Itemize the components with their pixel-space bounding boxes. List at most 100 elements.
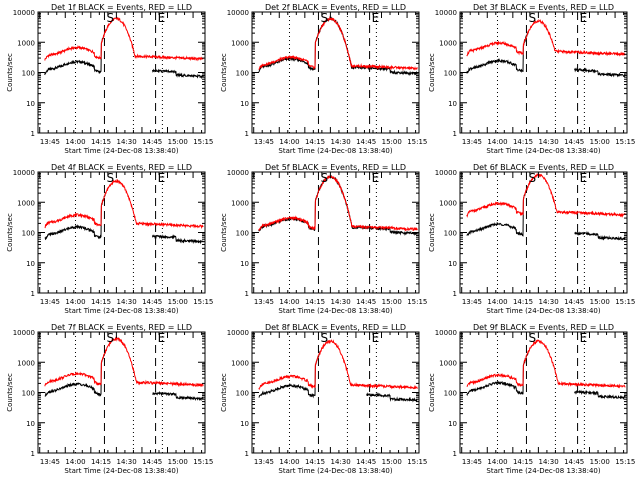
plot-frame: [459, 171, 628, 294]
lld-series-line: [258, 15, 418, 71]
marker-label-s: S: [528, 331, 536, 345]
y-tick-label: 10000: [435, 169, 457, 177]
y-tick-label: 10000: [435, 9, 457, 17]
detector-panel: 1 10 100 1000 10000 13:45 14:00 14:15 14:30 14:45…: [220, 163, 427, 315]
events-series-line: [44, 349, 107, 398]
x-tick-label: 15:15: [193, 298, 213, 306]
x-tick-label: 14:30: [539, 298, 559, 306]
y-tick-label: 1: [31, 290, 35, 298]
y-tick-label: 10: [448, 420, 457, 428]
panel-title: Det 7f BLACK = Events, RED = LLD: [51, 323, 192, 332]
y-tick-label: 10: [448, 100, 457, 108]
y-tick-label: 1000: [17, 39, 35, 47]
y-tick-label: 1000: [231, 39, 249, 47]
y-tick-label: 100: [444, 70, 457, 78]
marker-label-e: E: [372, 171, 380, 185]
x-tick-label: 15:00: [168, 138, 188, 146]
x-tick-label: 14:45: [356, 298, 376, 306]
x-tick-label: 14:00: [487, 458, 507, 466]
y-tick-label: 100: [444, 230, 457, 238]
lld-series-line: [258, 174, 418, 232]
x-tick-label: 14:45: [142, 298, 162, 306]
y-tick-label: 100: [236, 230, 249, 238]
x-tick-label: 15:00: [382, 138, 402, 146]
y-tick-label: 10000: [227, 9, 249, 17]
lld-series-line: [466, 18, 626, 57]
events-series-line: [366, 392, 418, 403]
plot-frame: [37, 171, 206, 294]
y-axis-label: Counts/sec: [6, 373, 14, 412]
marker-label-s: S: [528, 11, 536, 25]
x-tick-label: 14:45: [142, 138, 162, 146]
x-tick-label: 14:30: [331, 458, 351, 466]
y-tick-label: 1000: [17, 199, 35, 207]
marker-label-e: E: [580, 331, 588, 345]
x-tick-label: 14:00: [65, 298, 85, 306]
events-series-line: [574, 67, 626, 78]
y-tick-label: 1000: [231, 199, 249, 207]
detector-panel: 1 10 100 1000 10000 13:45 14:00 14:15 14:30 14:45…: [220, 3, 427, 155]
marker-label-e: E: [158, 171, 166, 185]
y-tick-label: 1: [31, 450, 35, 458]
marker-label-e: E: [158, 331, 166, 345]
x-tick-label: 15:00: [590, 138, 610, 146]
x-tick-label: 14:45: [356, 458, 376, 466]
events-series-line: [574, 389, 626, 400]
y-tick-label: 1: [453, 130, 457, 138]
x-axis-label: Start Time (24-Dec-08 13:38:40): [64, 147, 178, 155]
x-tick-label: 14:30: [117, 138, 137, 146]
marker-label-s: S: [106, 331, 114, 345]
y-tick-label: 10000: [227, 329, 249, 337]
x-tick-label: 14:15: [513, 138, 533, 146]
y-axis-label: Counts/sec: [220, 213, 228, 252]
x-tick-label: 14:00: [65, 138, 85, 146]
x-axis-label: Start Time (24-Dec-08 13:38:40): [278, 467, 392, 475]
panel-title: Det 1f BLACK = Events, RED = LLD: [51, 3, 192, 12]
x-tick-label: 14:00: [487, 138, 507, 146]
events-series-line: [466, 352, 529, 397]
x-tick-label: 15:15: [193, 458, 213, 466]
x-tick-label: 14:00: [279, 138, 299, 146]
x-tick-label: 14:15: [305, 138, 325, 146]
y-tick-label: 1: [31, 130, 35, 138]
x-axis-label: Start Time (24-Dec-08 13:38:40): [486, 307, 600, 315]
events-series-line: [44, 29, 107, 76]
marker-label-e: E: [158, 11, 166, 25]
y-tick-label: 1: [245, 290, 249, 298]
y-axis-label: Counts/sec: [6, 53, 14, 92]
x-tick-label: 14:45: [564, 298, 584, 306]
marker-label-s: S: [320, 11, 328, 25]
panel-title: Det 4f BLACK = Events, RED = LLD: [51, 163, 192, 172]
panel-title: Det 9f BLACK = Events, RED = LLD: [473, 323, 614, 332]
x-tick-label: 15:15: [615, 298, 635, 306]
lld-series-line: [44, 178, 204, 230]
x-tick-label: 14:15: [513, 298, 533, 306]
detector-panel: 1 10 100 1000 10000 13:45 14:00 14:15 14:30 14:45…: [428, 163, 635, 315]
detector-panel: 1 10 100 1000 10000 13:45 14:00 14:15 14:30 14:45…: [6, 323, 213, 475]
x-tick-label: 14:00: [65, 458, 85, 466]
x-axis-label: Start Time (24-Dec-08 13:38:40): [278, 307, 392, 315]
x-tick-label: 14:00: [279, 298, 299, 306]
x-tick-label: 13:45: [254, 298, 274, 306]
x-tick-label: 15:15: [407, 138, 427, 146]
marker-label-e: E: [580, 171, 588, 185]
x-tick-label: 13:45: [254, 458, 274, 466]
events-series-line: [152, 390, 204, 401]
events-series-line: [574, 230, 626, 241]
lld-series-line: [466, 339, 626, 389]
x-tick-label: 15:15: [615, 138, 635, 146]
x-tick-label: 14:00: [487, 298, 507, 306]
lld-series-line: [258, 339, 418, 391]
y-axis-label: Counts/sec: [6, 213, 14, 252]
x-tick-label: 14:15: [305, 458, 325, 466]
x-tick-label: 14:30: [117, 298, 137, 306]
y-tick-label: 10000: [435, 329, 457, 337]
y-tick-label: 10: [26, 100, 35, 108]
y-tick-label: 10: [26, 260, 35, 268]
plot-frame: [459, 331, 628, 454]
y-tick-label: 1000: [439, 359, 457, 367]
y-tick-label: 100: [22, 230, 35, 238]
y-tick-label: 1000: [17, 359, 35, 367]
events-series-line: [152, 234, 204, 245]
x-axis-label: Start Time (24-Dec-08 13:38:40): [278, 147, 392, 155]
